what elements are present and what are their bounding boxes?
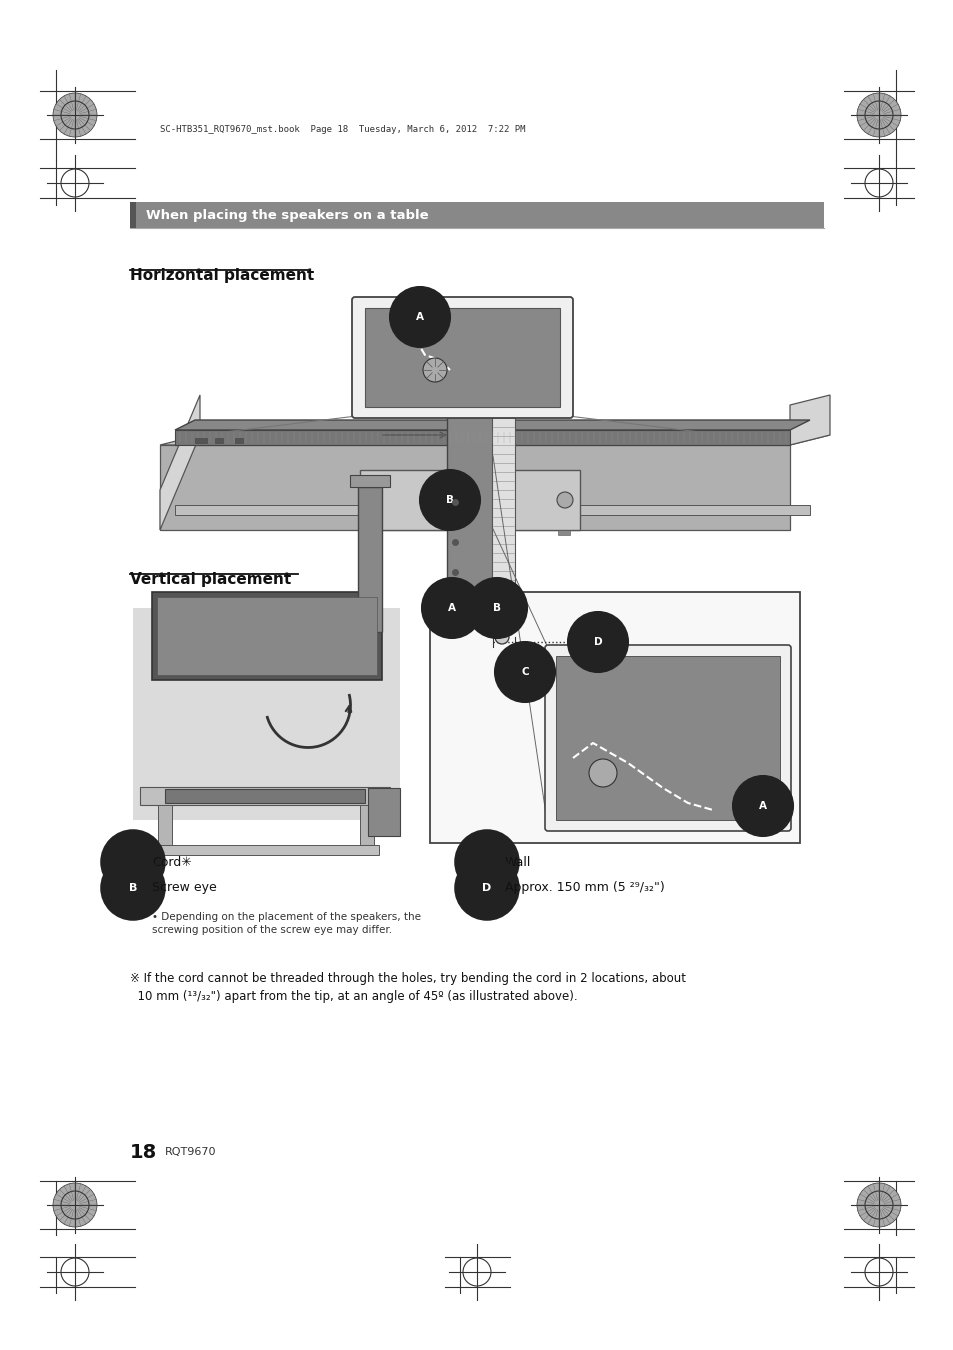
Text: Approx. 150 mm (5 ²⁹/₃₂"): Approx. 150 mm (5 ²⁹/₃₂") xyxy=(504,882,664,895)
Circle shape xyxy=(588,759,617,787)
Text: A: A xyxy=(759,801,766,811)
Bar xyxy=(158,805,172,845)
Bar xyxy=(130,202,823,228)
Polygon shape xyxy=(160,435,829,446)
Bar xyxy=(153,845,378,855)
Bar xyxy=(368,788,399,836)
Circle shape xyxy=(53,1183,97,1227)
Text: SC-HTB351_RQT9670_mst.book  Page 18  Tuesday, March 6, 2012  7:22 PM: SC-HTB351_RQT9670_mst.book Page 18 Tuesd… xyxy=(160,126,525,135)
Bar xyxy=(140,787,390,805)
Bar xyxy=(357,487,381,632)
FancyBboxPatch shape xyxy=(544,645,790,832)
Bar xyxy=(130,202,136,228)
Bar xyxy=(359,805,374,845)
Bar xyxy=(436,369,502,382)
Bar xyxy=(157,597,376,675)
Text: A: A xyxy=(416,312,423,323)
Bar xyxy=(492,417,515,602)
Bar xyxy=(556,656,780,819)
Text: B: B xyxy=(493,603,500,613)
Text: RQT9670: RQT9670 xyxy=(165,1148,216,1157)
Bar xyxy=(447,382,493,602)
Bar xyxy=(558,531,569,535)
Circle shape xyxy=(856,93,900,136)
Text: Screw eye: Screw eye xyxy=(152,882,216,895)
Polygon shape xyxy=(160,396,200,531)
FancyBboxPatch shape xyxy=(352,297,573,418)
Bar xyxy=(234,437,243,443)
Polygon shape xyxy=(160,446,789,531)
Text: B: B xyxy=(129,883,137,892)
Text: Cord✳: Cord✳ xyxy=(152,856,192,868)
Circle shape xyxy=(557,491,573,508)
Text: C: C xyxy=(482,857,491,867)
Text: Wall: Wall xyxy=(504,856,531,868)
Bar xyxy=(430,593,800,842)
Bar xyxy=(194,437,207,443)
Text: • Depending on the placement of the speakers, the
screwing position of the screw: • Depending on the placement of the spea… xyxy=(152,913,420,936)
Bar xyxy=(350,475,390,487)
Text: B: B xyxy=(446,495,454,505)
Circle shape xyxy=(495,630,509,644)
Polygon shape xyxy=(789,396,829,446)
Polygon shape xyxy=(174,420,809,431)
Polygon shape xyxy=(132,608,399,819)
Text: C: C xyxy=(520,667,528,676)
Text: 18: 18 xyxy=(130,1142,157,1161)
Bar xyxy=(165,788,365,803)
Text: D: D xyxy=(593,637,601,647)
Polygon shape xyxy=(174,431,789,446)
Text: ※ If the cord cannot be threaded through the holes, try bending the cord in 2 lo: ※ If the cord cannot be threaded through… xyxy=(130,972,685,1003)
Bar xyxy=(365,308,559,406)
Bar xyxy=(370,531,381,535)
Text: A: A xyxy=(129,857,137,867)
Text: D: D xyxy=(482,883,491,892)
Text: When placing the speakers on a table: When placing the speakers on a table xyxy=(146,208,428,221)
Circle shape xyxy=(53,93,97,136)
Bar xyxy=(359,470,579,531)
Text: A: A xyxy=(448,603,456,613)
Polygon shape xyxy=(174,505,809,514)
Circle shape xyxy=(856,1183,900,1227)
Circle shape xyxy=(422,358,447,382)
Text: Horizontal placement: Horizontal placement xyxy=(130,269,314,284)
Bar xyxy=(214,437,223,443)
Text: Vertical placement: Vertical placement xyxy=(130,572,291,587)
Bar xyxy=(152,593,381,680)
